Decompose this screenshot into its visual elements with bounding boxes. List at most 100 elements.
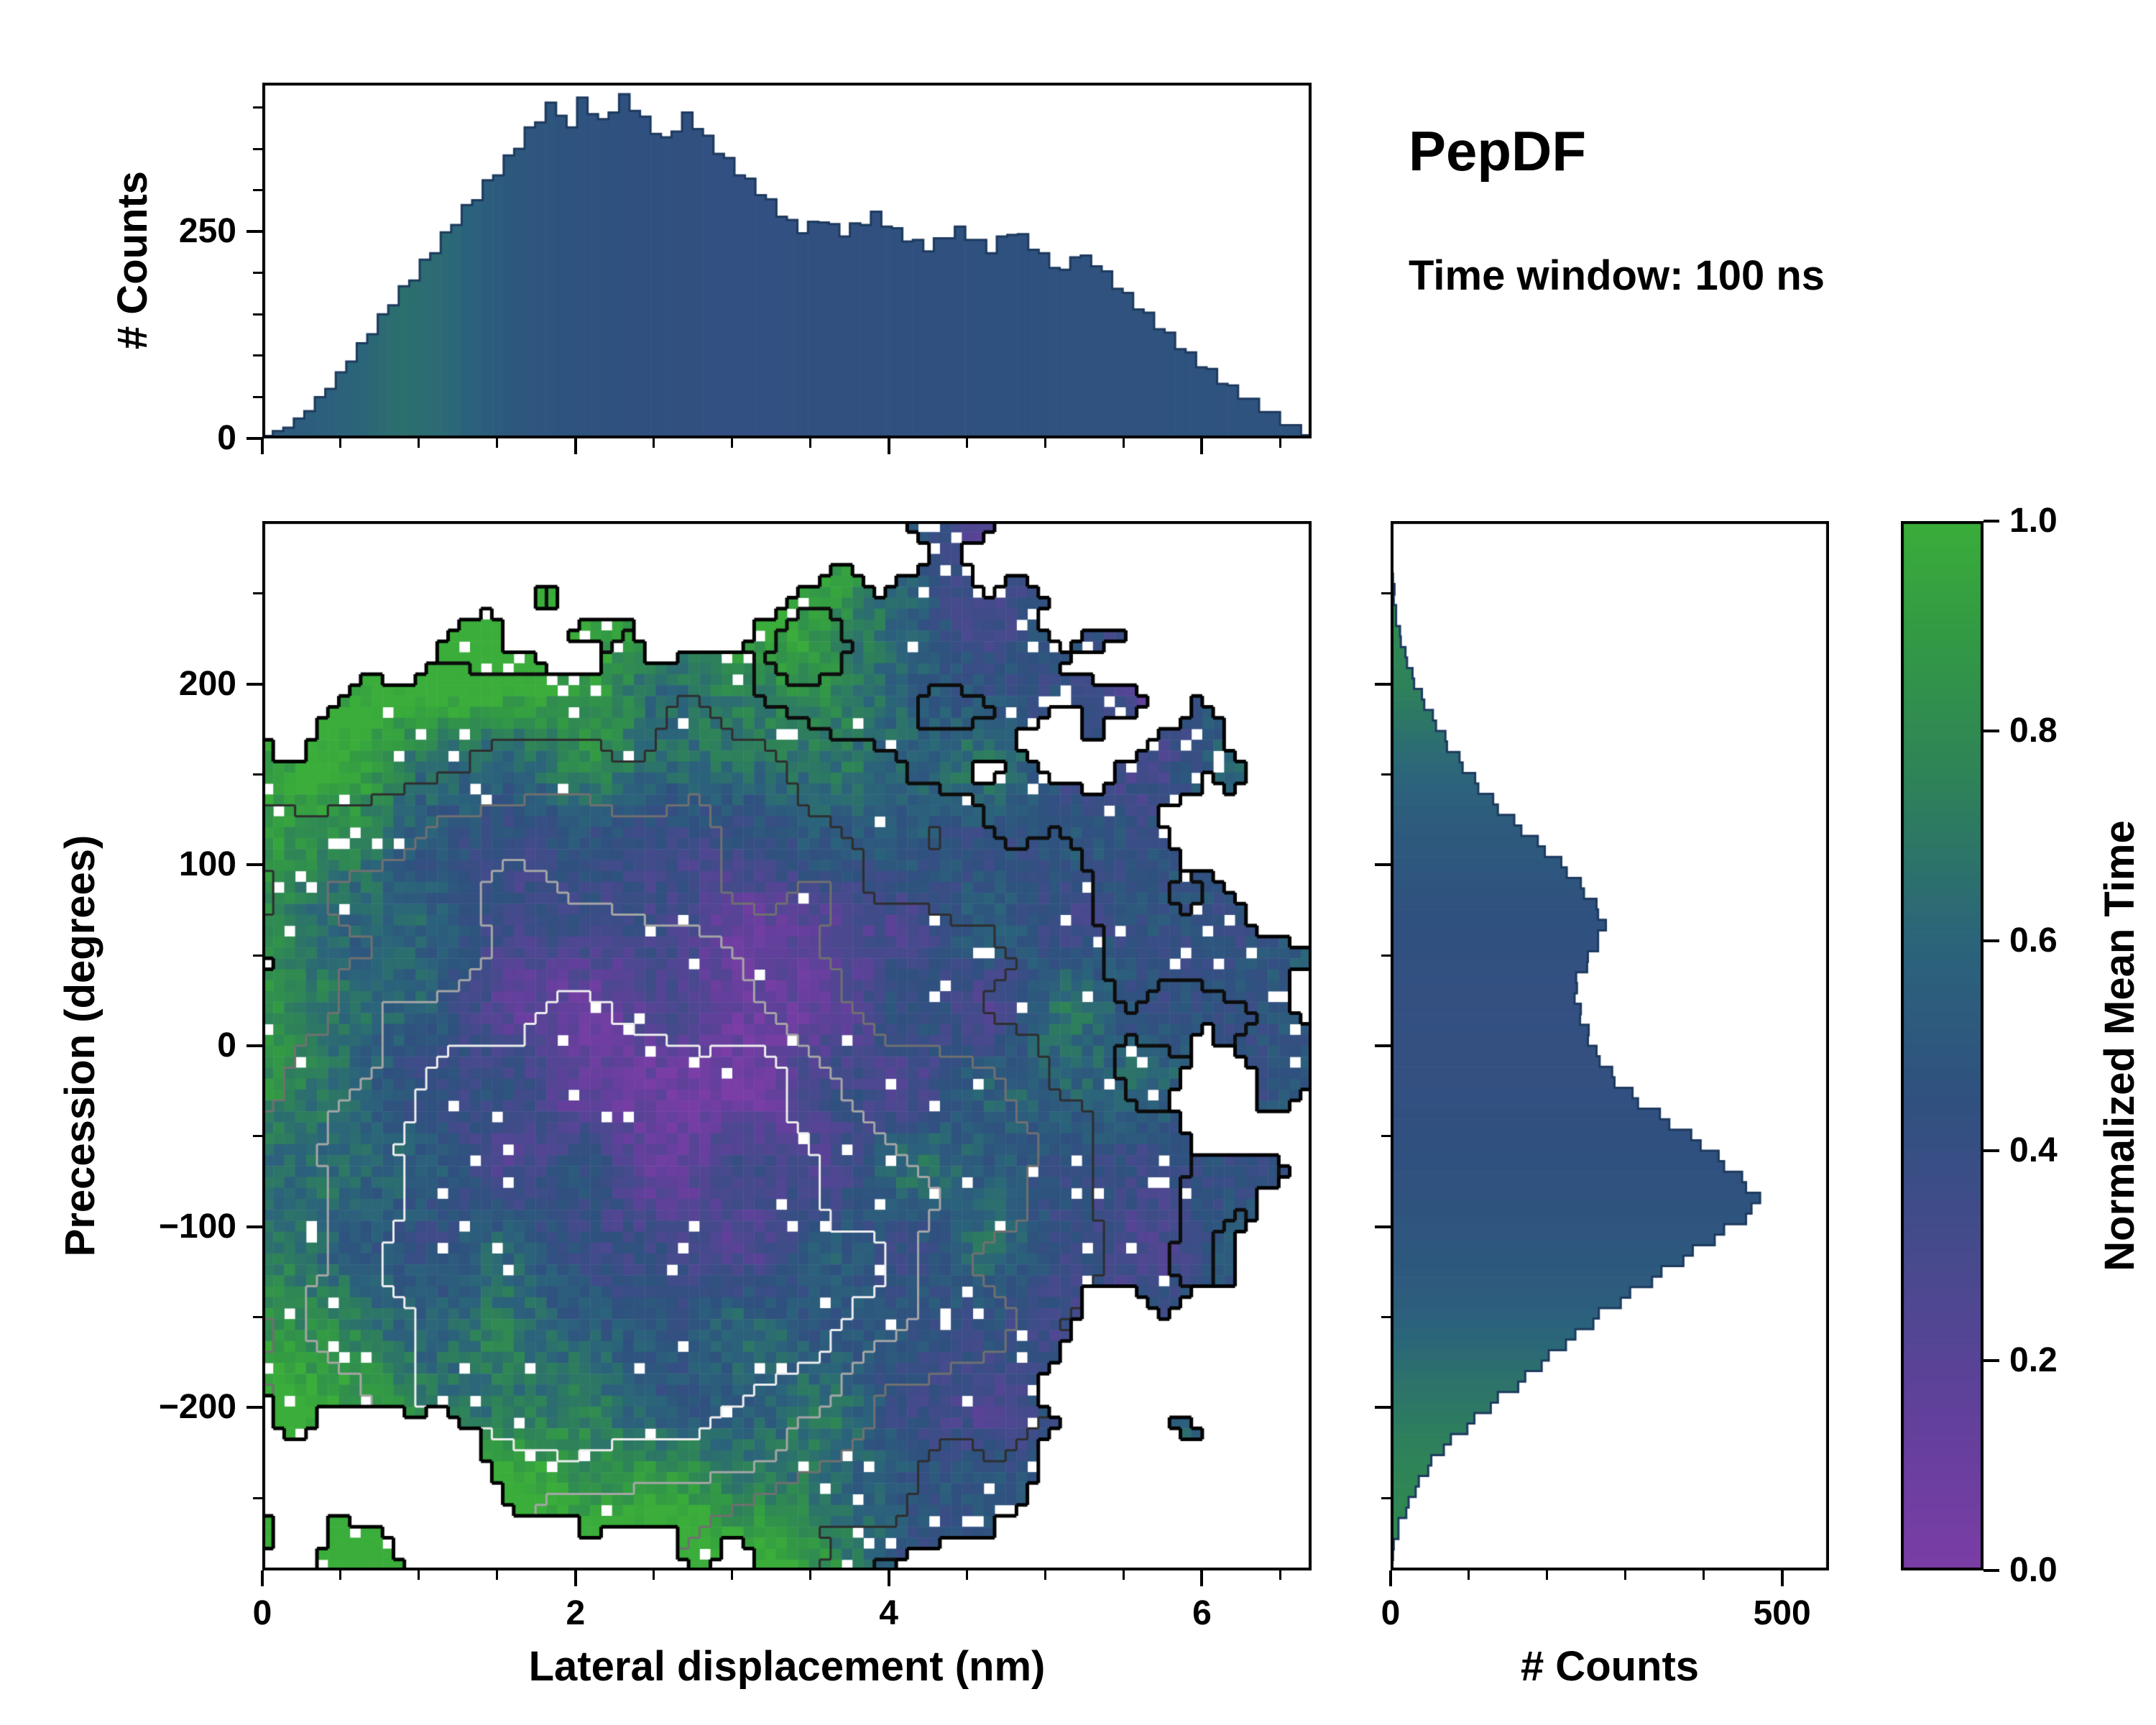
tick-mark [1984,1359,1999,1362]
tick-mark [1375,863,1391,867]
tick-mark [253,1135,262,1138]
tick-mark [261,1570,264,1586]
tick-mark [1044,1570,1047,1580]
tick-mark [573,1570,577,1586]
tick-mark [253,395,262,398]
tick-mark [1123,1570,1125,1580]
tick-label: 250 [178,212,236,251]
tick-label: 0 [252,1594,272,1632]
tick-mark [731,1570,734,1580]
colorbar [1901,521,1984,1570]
tick-mark [1200,1570,1204,1586]
tick-mark [966,438,969,448]
tick-mark [253,1496,262,1499]
tick-mark [1375,1406,1391,1409]
tick-mark [1381,773,1391,776]
tick-label: −100 [158,1207,236,1246]
joint-heatmap [262,521,1312,1570]
tick-mark [496,1570,499,1580]
tick-mark [1381,1316,1391,1319]
tick-label: 0.4 [2009,1131,2058,1169]
tick-mark [253,106,262,109]
precession-histogram [1391,521,1829,1570]
tick-label: 500 [1753,1594,1811,1632]
tick-mark [339,438,342,448]
tick-mark [247,1044,262,1047]
tick-label: 2 [566,1594,586,1632]
tick-mark [809,1570,812,1580]
tick-mark [418,438,420,448]
tick-mark [253,147,262,150]
tick-mark [1381,592,1391,595]
tick-mark [247,437,262,440]
tick-mark [1624,1570,1627,1580]
y-axis-label-top-hist: # Counts [109,170,156,350]
tick-mark [1984,1149,1999,1152]
tick-mark [253,592,262,595]
tick-mark [809,438,812,448]
tick-mark [1044,438,1047,448]
figure-subtitle: Time window: 100 ns [1409,252,1825,299]
tick-mark [887,438,890,454]
tick-mark [1381,1135,1391,1138]
tick-label: 200 [178,664,236,703]
tick-mark [1375,682,1391,686]
x-axis-label-right-hist: # Counts [1520,1643,1700,1690]
tick-mark [253,313,262,316]
tick-mark [253,354,262,357]
colorbar-label: Normalized Mean Time [2096,820,2143,1271]
tick-label: 100 [178,845,236,884]
tick-mark [1780,1570,1784,1586]
tick-label: 0.0 [2009,1551,2058,1589]
tick-mark [573,438,577,454]
tick-mark [261,438,264,454]
tick-mark [1200,438,1204,454]
tick-mark [496,438,499,448]
tick-mark [1984,520,1999,523]
tick-mark [247,230,262,234]
figure-title: PepDF [1409,119,1587,183]
tick-label: 4 [879,1594,898,1632]
tick-mark [418,1570,420,1580]
tick-label: 6 [1192,1594,1212,1632]
tick-mark [247,1406,262,1409]
tick-mark [653,438,655,448]
tick-label: 0.2 [2009,1341,2058,1379]
tick-mark [253,1316,262,1319]
tick-label: 0 [217,1026,236,1064]
tick-mark [1984,939,1999,942]
tick-mark [247,682,262,686]
lateral-displacement-histogram [262,83,1312,438]
tick-mark [253,954,262,957]
tick-mark [653,1570,655,1580]
tick-label: 0.8 [2009,712,2058,750]
tick-label: 1.0 [2009,502,2058,540]
tick-mark [253,272,262,275]
tick-mark [1389,1570,1392,1586]
tick-mark [731,438,734,448]
tick-mark [1703,1570,1705,1580]
tick-mark [1279,1570,1281,1580]
tick-mark [887,1570,890,1586]
tick-mark [1375,1225,1391,1228]
tick-label: −200 [158,1388,236,1427]
tick-mark [1279,438,1281,448]
tick-mark [253,189,262,192]
tick-mark [1546,1570,1549,1580]
tick-mark [966,1570,969,1580]
tick-mark [339,1570,342,1580]
tick-mark [1984,730,1999,732]
tick-label: 0 [217,419,236,457]
tick-mark [1381,1496,1391,1499]
tick-mark [1468,1570,1470,1580]
y-axis-label-main: Precession (degrees) [57,834,103,1257]
tick-mark [1123,438,1125,448]
tick-mark [1375,1044,1391,1047]
tick-label: 0 [1381,1594,1401,1632]
tick-mark [247,1225,262,1228]
tick-mark [1984,1569,1999,1572]
tick-mark [253,773,262,776]
x-axis-label-main: Lateral displacement (nm) [528,1643,1046,1690]
tick-mark [247,863,262,867]
